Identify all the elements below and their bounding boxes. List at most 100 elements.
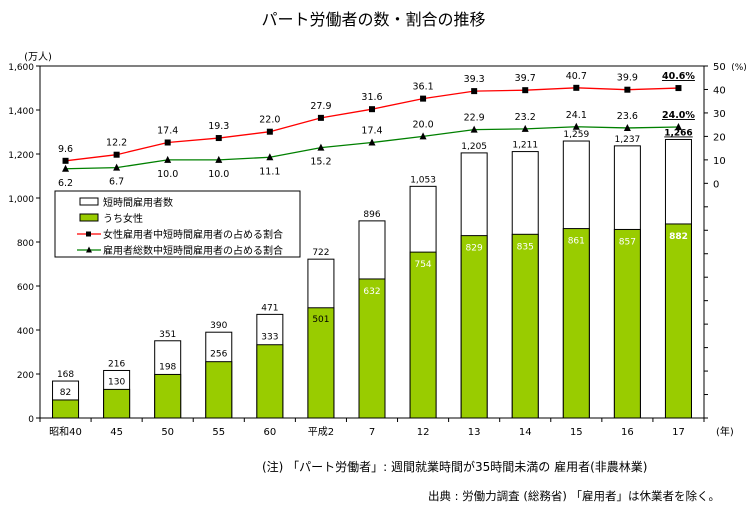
- line-data-label: 6.2: [58, 178, 73, 189]
- right-axis-tick-label: 20: [713, 132, 726, 143]
- line-data-label: 22.0: [259, 115, 280, 126]
- bar-female: [103, 388, 131, 419]
- x-axis-label: 平成2: [308, 426, 334, 438]
- x-axis-label: 55: [212, 427, 225, 438]
- line-data-label: 20.0: [412, 119, 433, 130]
- x-axis-label: 12: [417, 427, 430, 438]
- left-axis-tick-label: 0: [28, 415, 34, 425]
- bar-female-label: 835: [517, 242, 534, 252]
- line-data-label: 22.9: [464, 113, 485, 124]
- left-axis-tick-label: 1,400: [8, 107, 34, 117]
- bar-female: [256, 344, 284, 419]
- bar-female: [613, 228, 641, 419]
- bar-total-label: 1,237: [615, 135, 641, 145]
- bar-female-label: 198: [159, 362, 176, 372]
- bar-female-label: 130: [108, 377, 125, 387]
- legend-label: 女性雇用者中短時間雇用者の占める割合: [103, 228, 283, 241]
- marker-square: [113, 151, 120, 158]
- bar-total-label: 1,266: [664, 128, 692, 138]
- legend-label: うち女性: [103, 212, 143, 225]
- line-data-label: 17.4: [361, 126, 382, 137]
- marker-triangle: [674, 123, 682, 131]
- right-axis-tick-label: 0: [713, 179, 719, 190]
- line-data-label: 9.6: [58, 144, 73, 155]
- x-axis-label: 13: [468, 427, 481, 438]
- marker-square: [624, 86, 631, 93]
- bar-female: [307, 307, 335, 419]
- left-axis-tick-label: 600: [17, 283, 34, 293]
- marker-square: [522, 87, 529, 94]
- line-data-label: 17.4: [157, 126, 178, 137]
- line-data-label: 24.1: [566, 110, 587, 121]
- marker-square: [471, 88, 478, 95]
- bar-total-label: 1,259: [563, 130, 589, 140]
- bar-total-label: 168: [57, 370, 74, 380]
- x-axis-label: 50: [161, 427, 174, 438]
- bar-total-label: 896: [363, 210, 380, 220]
- bar-female: [52, 399, 80, 419]
- bar-female-label: 861: [568, 237, 585, 247]
- line-data-label: 39.9: [617, 73, 638, 84]
- x-axis-label: 14: [519, 427, 532, 438]
- marker-triangle: [266, 153, 274, 161]
- bar-female-label: 256: [210, 350, 227, 360]
- bar-female-label: 882: [669, 232, 688, 242]
- bar-female: [511, 233, 539, 419]
- legend-swatch: [79, 197, 99, 206]
- line-data-label: 40.7: [566, 71, 587, 82]
- bar-total-label: 1,205: [461, 142, 487, 152]
- marker-triangle: [368, 138, 376, 146]
- marker-square: [215, 135, 222, 142]
- legend-label: 雇用者総数中短時間雇用者の占める割合: [103, 244, 283, 257]
- x-axis-label: 7: [369, 427, 375, 438]
- marker-square: [420, 95, 427, 102]
- marker-triangle: [623, 123, 631, 131]
- right-axis-unit: (%): [731, 63, 747, 73]
- marker-triangle: [215, 155, 223, 163]
- marker-triangle: [419, 132, 427, 140]
- line-data-label: 39.3: [464, 74, 485, 85]
- right-axis-tick-label: 50: [713, 62, 726, 73]
- legend-marker-triangle: [86, 246, 92, 253]
- marker-square: [164, 139, 171, 146]
- line-data-label: 40.6%: [662, 71, 695, 82]
- bar-female: [154, 373, 182, 419]
- marker-square: [369, 106, 375, 113]
- line-data-label: 39.7: [515, 73, 536, 84]
- marker-square: [573, 84, 580, 91]
- left-axis-tick-label: 1,600: [8, 63, 34, 73]
- bar-female-label: 857: [619, 237, 636, 247]
- marker-triangle: [62, 164, 70, 172]
- bar-female: [205, 361, 233, 419]
- line-data-label: 23.2: [515, 112, 536, 123]
- line-data-label: 36.1: [412, 82, 433, 93]
- source-note: 出典 : 労働力調査 (総務省) 「雇用者」は休業者を除く。: [428, 489, 720, 503]
- legend-swatch: [79, 213, 99, 222]
- bar-female-label: 333: [261, 333, 278, 343]
- x-axis-label: 17: [672, 427, 685, 438]
- marker-square: [266, 128, 273, 135]
- left-axis-tick-label: 1,000: [8, 195, 34, 205]
- bar-total-label: 1,053: [410, 175, 436, 185]
- legend-marker-square: [86, 231, 91, 237]
- marker-triangle: [113, 163, 121, 171]
- right-axis-tick-label: 30: [713, 109, 726, 120]
- line-data-label: 10.0: [157, 169, 178, 180]
- bar-female-label: 82: [60, 388, 71, 398]
- bar-female: [409, 251, 437, 419]
- line-data-label: 31.6: [361, 92, 382, 103]
- line-data-label: 27.9: [310, 101, 331, 112]
- bar-female-label: 632: [363, 287, 380, 297]
- marker-triangle: [317, 143, 325, 151]
- line-data-label: 23.6: [617, 111, 638, 122]
- x-axis-label: 45: [110, 427, 123, 438]
- right-axis-tick-label: 40: [713, 85, 726, 96]
- marker-square: [317, 114, 324, 121]
- marker-triangle: [470, 125, 478, 133]
- marker-triangle: [164, 155, 172, 163]
- left-axis-tick-label: 200: [17, 371, 34, 381]
- x-axis-unit: (年): [716, 425, 734, 438]
- x-axis-label: 16: [621, 427, 634, 438]
- x-axis-label: 15: [570, 427, 583, 438]
